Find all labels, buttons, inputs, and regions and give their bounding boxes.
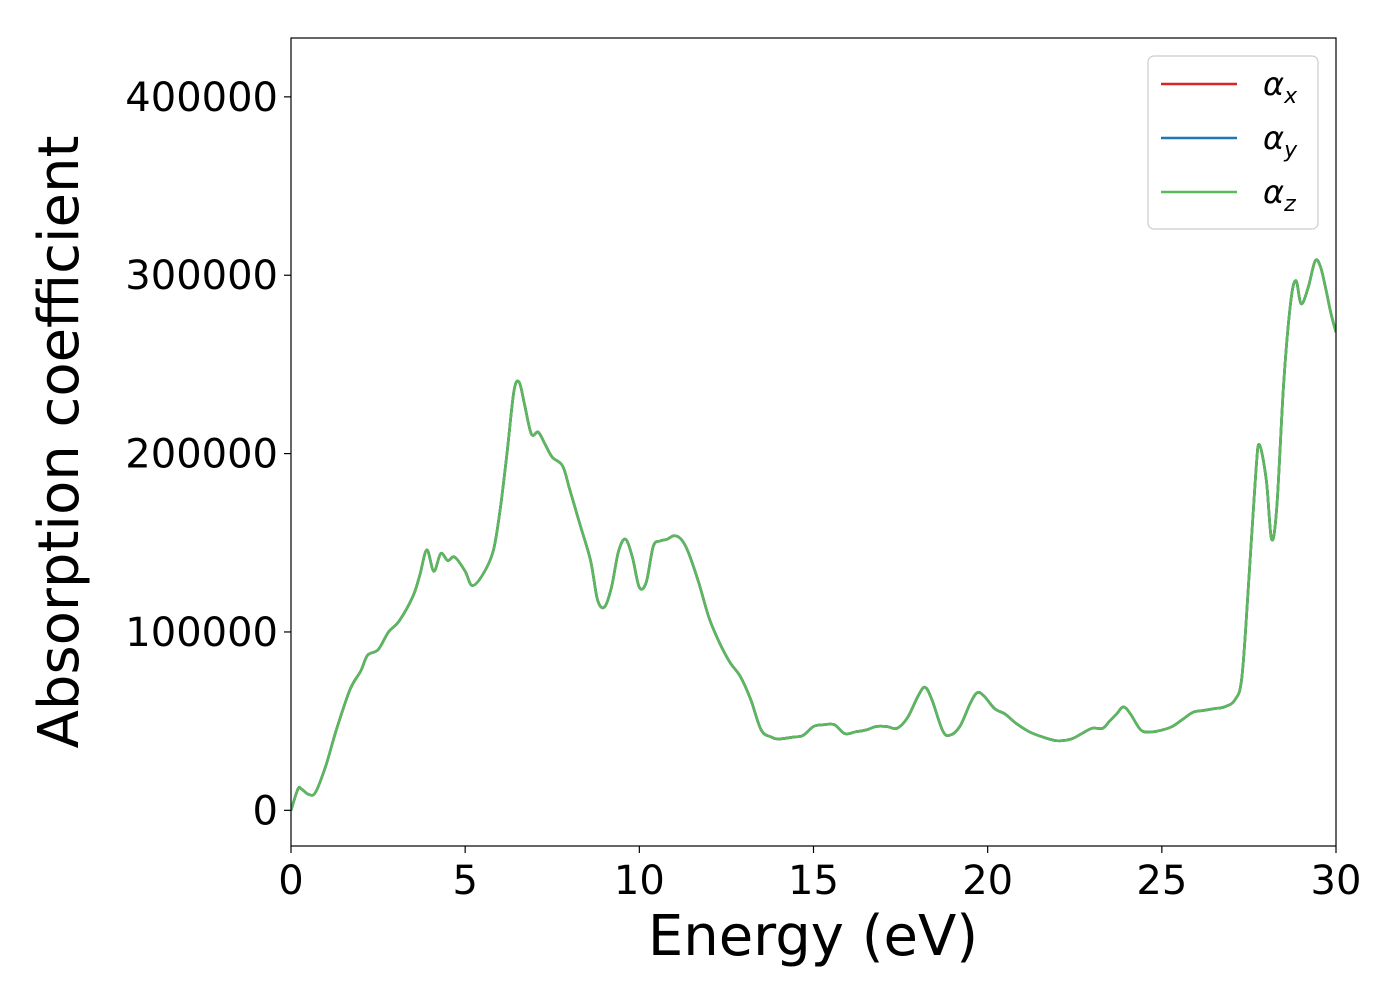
y-tick-label: 100000 bbox=[125, 610, 278, 656]
legend-symbol: α bbox=[1263, 119, 1284, 157]
legend-box bbox=[1147, 55, 1319, 230]
y-tick-label: 300000 bbox=[125, 253, 278, 299]
y-tick-label: 0 bbox=[253, 788, 278, 834]
plot-frame bbox=[290, 37, 1337, 847]
x-tick-label: 25 bbox=[1136, 858, 1187, 904]
x-tick-label: 15 bbox=[788, 858, 839, 904]
x-axis-label: Energy (eV) bbox=[648, 904, 978, 969]
x-tick-label: 30 bbox=[1311, 858, 1362, 904]
y-tick-label: 400000 bbox=[125, 75, 278, 121]
x-tick-label: 0 bbox=[278, 858, 303, 904]
legend-entry-label: αy bbox=[1263, 119, 1298, 163]
series-line-alpha-z bbox=[291, 258, 1336, 811]
y-tick-label: 200000 bbox=[125, 432, 278, 478]
legend-subscript: y bbox=[1283, 138, 1298, 163]
x-axis-ticks: 0 5 10 15 20 25 30 bbox=[278, 846, 1361, 904]
legend-symbol: α bbox=[1263, 173, 1284, 211]
x-tick-label: 10 bbox=[614, 858, 665, 904]
legend-subscript: x bbox=[1283, 84, 1298, 109]
legend-entry-label: αx bbox=[1263, 65, 1298, 109]
legend-subscript: z bbox=[1283, 192, 1296, 217]
legend-symbol: α bbox=[1263, 65, 1284, 103]
y-axis-ticks: 0 100000 200000 300000 400000 bbox=[125, 75, 291, 834]
x-tick-label: 20 bbox=[962, 858, 1013, 904]
legend-entry-label: αz bbox=[1263, 173, 1296, 217]
y-axis-label: Absorption coefficient bbox=[27, 136, 92, 749]
plot-area bbox=[291, 258, 1336, 811]
x-tick-label: 5 bbox=[452, 858, 477, 904]
